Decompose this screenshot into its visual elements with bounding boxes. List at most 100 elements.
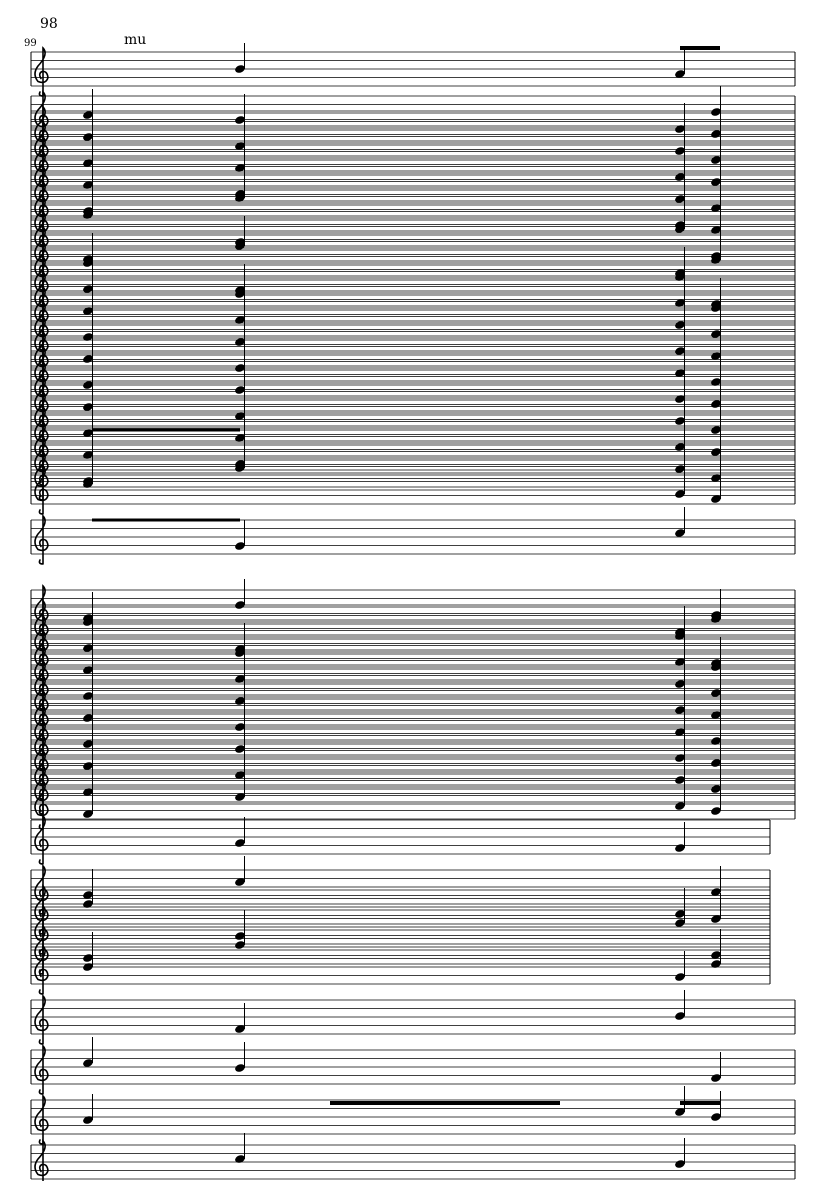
notehead — [235, 932, 245, 940]
notehead — [235, 649, 245, 657]
notehead — [675, 632, 685, 640]
notehead — [235, 338, 245, 346]
notehead — [711, 256, 721, 264]
notehead — [711, 615, 721, 623]
treble-clef-icon — [34, 464, 49, 515]
notehead — [235, 839, 245, 847]
notehead — [711, 951, 721, 959]
notehead — [711, 759, 721, 767]
notehead — [675, 125, 685, 133]
notehead — [675, 910, 685, 918]
notehead — [83, 810, 93, 818]
notehead — [675, 173, 685, 181]
notehead — [83, 1116, 93, 1124]
notehead — [235, 745, 245, 753]
notehead — [83, 111, 93, 119]
notehead — [711, 1113, 721, 1121]
notehead — [711, 156, 721, 164]
treble-clef-icon — [34, 450, 49, 501]
treble-clef-icon — [34, 46, 49, 97]
notehead — [235, 194, 245, 202]
treble-clef-icon — [34, 779, 49, 830]
notehead — [83, 211, 93, 219]
notehead — [83, 692, 93, 700]
notehead — [711, 474, 721, 482]
notehead — [711, 178, 721, 186]
notehead — [711, 352, 721, 360]
notehead — [83, 381, 93, 389]
notehead — [83, 307, 93, 315]
notehead — [235, 164, 245, 172]
notehead — [83, 451, 93, 459]
notehead — [235, 878, 245, 886]
notehead — [675, 1012, 685, 1020]
notehead — [675, 919, 685, 927]
notehead — [83, 333, 93, 341]
notehead — [711, 711, 721, 719]
notehead — [235, 386, 245, 394]
notehead — [235, 65, 245, 73]
treble-clef-icon — [34, 1094, 49, 1145]
notehead — [235, 542, 245, 550]
notehead — [83, 963, 93, 971]
system-measure-number: 99 — [24, 38, 37, 49]
treble-clef-icon — [34, 1139, 49, 1181]
notehead — [83, 1059, 93, 1067]
notehead — [711, 400, 721, 408]
notehead — [235, 697, 245, 705]
notehead — [83, 900, 93, 908]
notehead — [675, 395, 685, 403]
notehead — [235, 290, 245, 298]
notehead — [83, 891, 93, 899]
notehead — [83, 181, 93, 189]
notehead — [675, 321, 685, 329]
treble-clef-icon — [34, 514, 49, 565]
notehead — [235, 116, 245, 124]
notehead — [675, 273, 685, 281]
notehead — [711, 1074, 721, 1082]
notehead — [675, 465, 685, 473]
notehead — [711, 785, 721, 793]
notehead — [675, 1160, 685, 1168]
notehead — [235, 142, 245, 150]
notehead — [711, 108, 721, 116]
notehead — [711, 130, 721, 138]
notehead — [83, 480, 93, 488]
notehead — [235, 941, 245, 949]
notehead — [235, 793, 245, 801]
notehead — [675, 70, 685, 78]
notehead — [235, 771, 245, 779]
notehead — [711, 448, 721, 456]
notehead — [235, 1155, 245, 1163]
notehead — [83, 954, 93, 962]
notehead — [235, 434, 245, 442]
notehead — [711, 915, 721, 923]
notehead — [675, 443, 685, 451]
notehead — [675, 844, 685, 852]
lyric-text: mu — [124, 32, 147, 48]
notehead — [675, 1108, 685, 1116]
notehead — [235, 675, 245, 683]
notehead — [711, 737, 721, 745]
notehead — [235, 412, 245, 420]
notehead — [235, 316, 245, 324]
notehead — [711, 807, 721, 815]
notehead — [711, 495, 721, 503]
notehead — [83, 133, 93, 141]
treble-clef-icon — [34, 1044, 49, 1095]
notehead — [711, 960, 721, 968]
notehead — [83, 403, 93, 411]
notehead — [675, 529, 685, 537]
notehead — [711, 226, 721, 234]
notehead — [711, 426, 721, 434]
treble-clef-icon — [34, 814, 49, 865]
notehead — [675, 680, 685, 688]
notehead — [83, 762, 93, 770]
notehead — [675, 973, 685, 981]
treble-clef-icon — [34, 944, 49, 995]
notehead — [711, 378, 721, 386]
notehead — [675, 299, 685, 307]
notehead — [675, 658, 685, 666]
notehead — [83, 666, 93, 674]
